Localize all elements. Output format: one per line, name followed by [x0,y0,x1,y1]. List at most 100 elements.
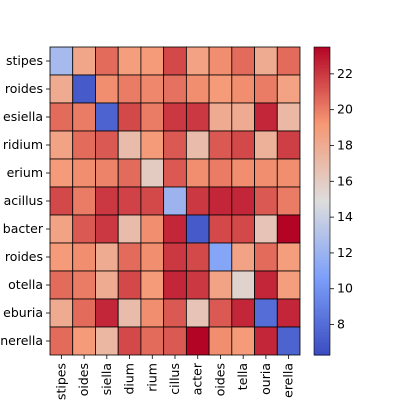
colorbar-segment [314,347,330,351]
heatmap-cell [72,326,96,356]
colorbar-segment [314,111,330,115]
colorbar-segment [314,149,330,153]
colorbar-segment [314,313,330,318]
colorbar-segment [314,108,330,112]
heatmap-cell [276,242,301,272]
colorbar-segment [314,70,330,74]
colorbar-segment [314,75,330,79]
heatmap-cell [72,74,96,104]
heatmap-cell [95,242,119,272]
colorbar-segment [314,195,330,200]
colorbar-segment [314,293,330,297]
heatmap-cell [254,214,278,244]
heatmap-cell [140,158,165,188]
heatmap-cell [185,242,210,272]
colorbar-segment [314,208,330,212]
colorbar-segment [314,254,330,259]
colorbar-segment [314,131,330,135]
colorbar-segment [314,349,330,354]
heatmap-cell [140,186,165,216]
heatmap-cell [185,102,210,132]
heatmap-cell [117,130,142,160]
heatmap-cell [72,46,96,76]
colorbar-segment [314,152,330,156]
colorbar-segment [314,47,330,51]
heatmap-cell [140,242,165,272]
colorbar-segment [314,257,330,261]
colorbar-segment [314,147,330,151]
colorbar-segment [314,301,330,305]
y-tick-label: roides [5,81,43,96]
heatmap-cell [95,158,119,188]
colorbar-segment [314,231,330,235]
colorbar-segment [314,339,330,343]
colorbar-segment [314,162,330,166]
colorbar-segment [314,298,330,302]
colorbar-tick-label: 12 [337,245,353,260]
heatmap-cell [276,186,301,216]
colorbar-frame [313,46,331,356]
colorbar-segment [314,275,330,279]
colorbar-segment [314,62,330,66]
colorbar-segment [314,334,330,338]
colorbar-segment [314,59,330,63]
heatmap-cell [254,270,278,300]
heatmap-cell [185,74,210,104]
heatmap-cell [140,270,165,300]
colorbar-segment [314,201,330,205]
heatmap-cell [185,46,210,76]
colorbar-segment [314,303,330,307]
heatmap-cell [208,270,233,300]
heatmap-cell [208,74,233,104]
heatmap-cell [140,102,165,132]
heatmap-cell [72,242,96,272]
colorbar-tick-label: 10 [337,281,353,296]
colorbar-segment [314,267,330,271]
heatmap-cell [49,186,74,216]
colorbar-segment [314,290,330,294]
heatmap-cell [231,326,255,356]
heatmap-cell [117,270,142,300]
heatmap-cell [208,326,233,356]
y-tick-label: erium [7,165,43,180]
colorbar-segment [314,121,330,125]
colorbar-segment [314,88,330,92]
colorbar-segment [314,239,330,243]
heatmap-cell [276,158,301,188]
colorbar-segment [314,165,330,169]
heatmap-cell [208,186,233,216]
heatmap-cell [208,158,233,188]
colorbar-segment [314,319,330,323]
heatmap-cell [49,158,74,188]
y-tick-label: roides [5,249,43,264]
heatmap-cell [95,214,119,244]
colorbar-segment [314,265,330,269]
heatmap-cell [49,214,74,244]
colorbar-segment [314,126,330,130]
heatmap-cell [117,46,142,76]
colorbar-segment [314,306,330,310]
y-tick-label: bacter [3,221,44,236]
heatmap-cell [72,214,96,244]
colorbar-tick-label: 8 [337,317,345,332]
colorbar-segment [314,270,330,274]
heatmap-cell [231,102,255,132]
heatmap-cell [231,186,255,216]
x-tick-label: acter [190,362,205,395]
heatmap-cell [208,214,233,244]
colorbar-segment [314,311,330,315]
colorbar-segment [314,344,330,348]
colorbar-segment [314,247,330,251]
colorbar-segment [314,98,330,102]
colorbar-tick-label: 16 [337,173,353,188]
colorbar-segment [314,337,330,341]
colorbar-segment [314,278,330,282]
heatmap-cell [276,298,301,328]
colorbar-segment [314,216,330,220]
x-tick-labels: stipes oides siella dium rium cillus acter oide… [53,355,296,400]
heatmap-cell [49,130,74,160]
heatmap-cell [163,130,187,160]
x-tick-label: erella [281,363,296,398]
colorbar-segment [314,85,330,89]
